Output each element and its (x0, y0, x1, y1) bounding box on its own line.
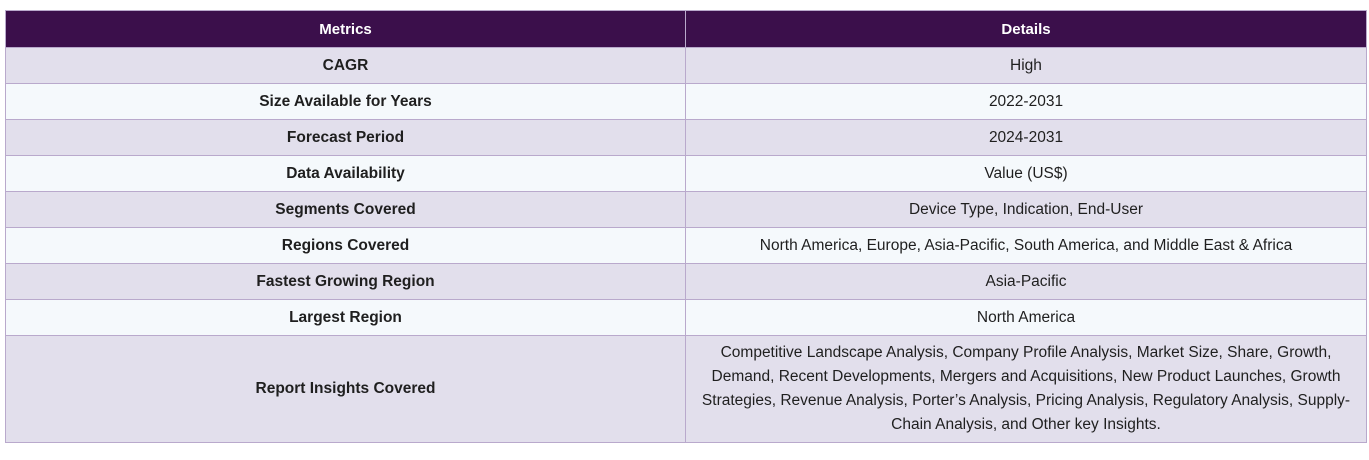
detail-cell: Device Type, Indication, End-User (685, 191, 1367, 228)
metric-cell: Regions Covered (5, 227, 686, 264)
detail-cell: High (685, 47, 1367, 84)
detail-cell: Value (US$) (685, 155, 1367, 192)
metric-cell: Forecast Period (5, 119, 686, 156)
detail-cell: Competitive Landscape Analysis, Company … (685, 335, 1367, 443)
metric-cell: Report Insights Covered (5, 335, 686, 443)
table-row: Fastest Growing Region Asia-Pacific (5, 263, 1367, 300)
metric-cell: Fastest Growing Region (5, 263, 686, 300)
detail-cell: North America (685, 299, 1367, 336)
report-metrics-table-container: Metrics Details CAGR High Size Available… (5, 10, 1367, 443)
table-row: Size Available for Years 2022-2031 (5, 83, 1367, 120)
detail-cell: 2024-2031 (685, 119, 1367, 156)
detail-cell: Asia-Pacific (685, 263, 1367, 300)
metric-cell: CAGR (5, 47, 686, 84)
header-metrics: Metrics (5, 10, 686, 48)
table-row: Regions Covered North America, Europe, A… (5, 227, 1367, 264)
header-details: Details (685, 10, 1367, 48)
table-row: Largest Region North America (5, 299, 1367, 336)
report-metrics-table: Metrics Details CAGR High Size Available… (5, 10, 1367, 443)
metric-cell: Segments Covered (5, 191, 686, 228)
metric-cell: Largest Region (5, 299, 686, 336)
table-row: Report Insights Covered Competitive Land… (5, 335, 1367, 443)
metric-cell: Data Availability (5, 155, 686, 192)
table-row: Segments Covered Device Type, Indication… (5, 191, 1367, 228)
detail-cell: North America, Europe, Asia-Pacific, Sou… (685, 227, 1367, 264)
table-row: Data Availability Value (US$) (5, 155, 1367, 192)
table-header-row: Metrics Details (5, 10, 1367, 48)
metric-cell: Size Available for Years (5, 83, 686, 120)
detail-cell: 2022-2031 (685, 83, 1367, 120)
table-row: Forecast Period 2024-2031 (5, 119, 1367, 156)
table-row: CAGR High (5, 47, 1367, 84)
